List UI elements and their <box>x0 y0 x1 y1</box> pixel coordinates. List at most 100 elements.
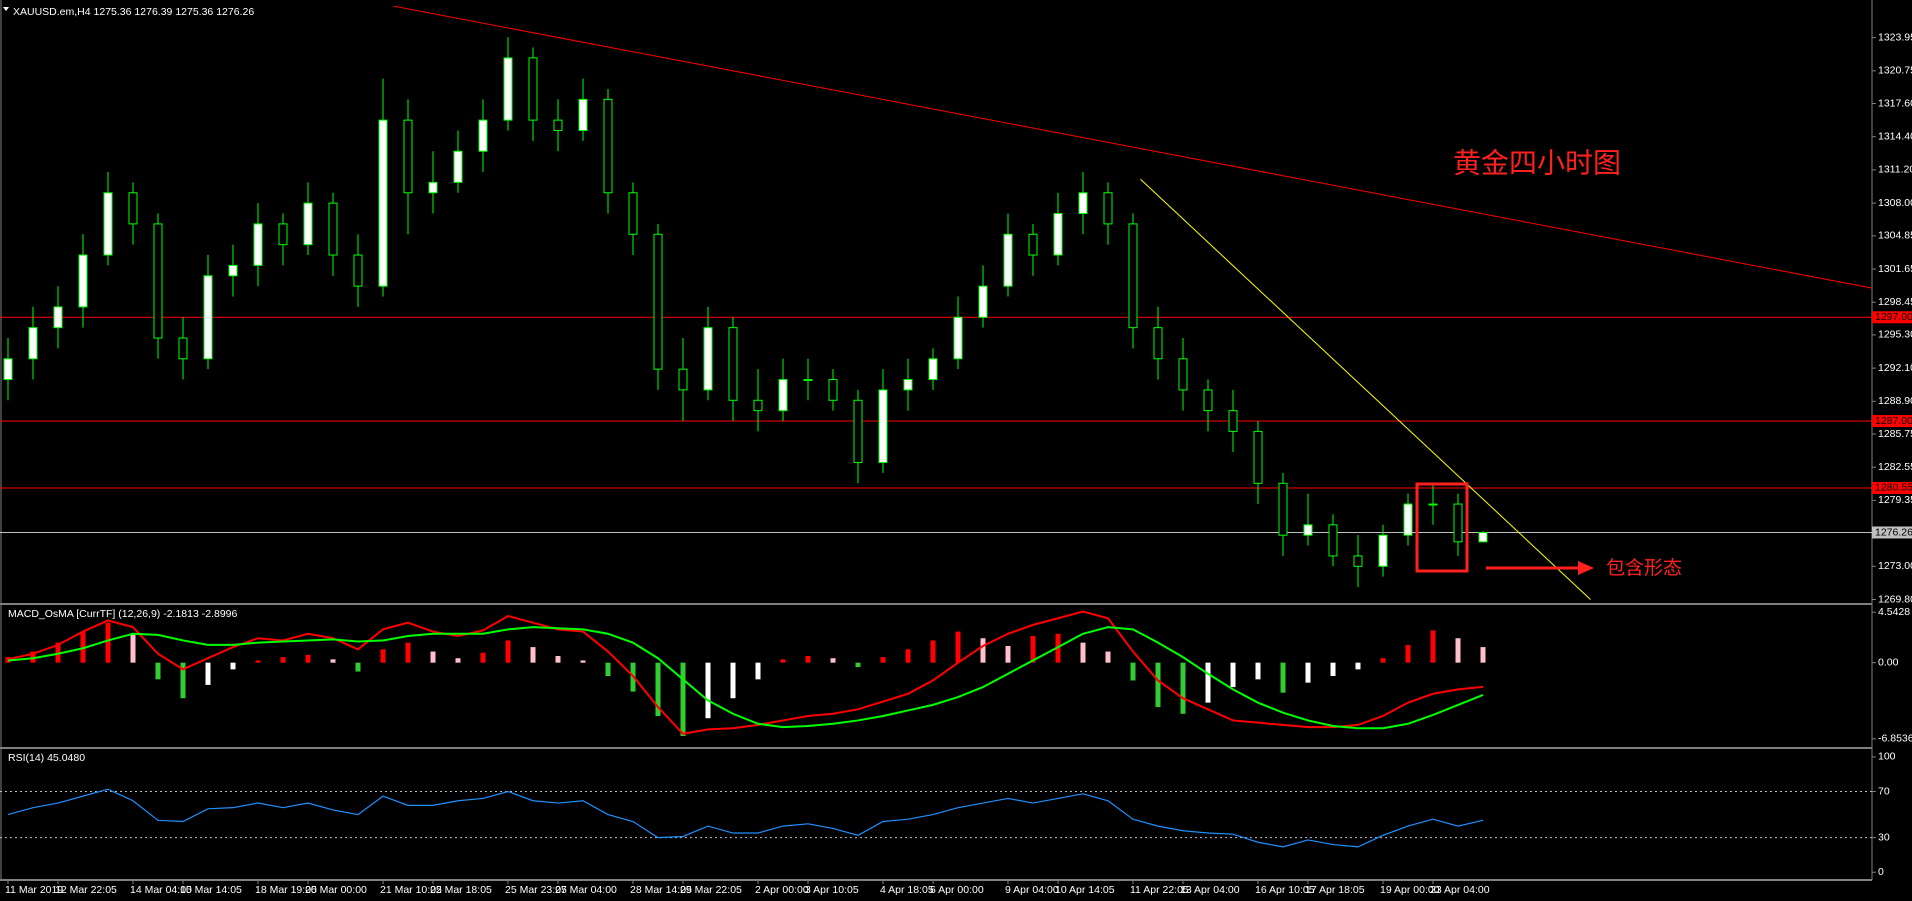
x-tick-label: 19 Apr 00:00 <box>1380 884 1440 896</box>
candle-body <box>453 150 463 183</box>
x-tick-label: 25 Mar 23:05 <box>505 884 567 896</box>
candle-body <box>1153 327 1163 360</box>
candle-body <box>853 399 863 464</box>
x-tick-label: 15 Mar 14:05 <box>180 884 242 896</box>
candle-body <box>753 399 763 412</box>
y-tick-label: 1295.30 <box>1878 329 1912 341</box>
histogram-bar <box>755 662 761 680</box>
indicator-line <box>7 788 1484 848</box>
histogram-bar <box>1105 651 1111 663</box>
histogram-bar <box>1030 636 1036 663</box>
histogram-bar <box>205 662 211 685</box>
open: 1275.36 <box>94 6 132 18</box>
histogram-bar <box>1430 630 1436 663</box>
candle-body <box>153 223 163 339</box>
histogram-bar <box>130 634 136 663</box>
histogram-bar <box>1005 646 1011 663</box>
histogram-bar <box>455 658 461 663</box>
y-tick-label: 1311.20 <box>1878 164 1912 176</box>
candle-body <box>1178 358 1188 391</box>
histogram-bar <box>530 647 536 663</box>
candle-body <box>253 223 263 266</box>
histogram-bar <box>680 662 686 736</box>
candle-body <box>353 254 363 287</box>
histogram-bar <box>555 656 561 663</box>
y-tick-label: 1298.45 <box>1878 296 1912 308</box>
histogram-bar <box>1255 662 1261 680</box>
y-tick-label: 1323.95 <box>1878 31 1912 43</box>
histogram-bar <box>955 631 961 663</box>
price-level-label: 1287.00 <box>1875 415 1912 427</box>
x-tick-label: 22 Mar 18:05 <box>430 884 492 896</box>
histogram-bar <box>1205 662 1211 703</box>
y-tick-label: 1288.90 <box>1878 395 1912 407</box>
y-tick-label: 0 <box>1878 866 1884 878</box>
histogram-bar <box>1305 662 1311 683</box>
histogram-bar <box>280 657 286 663</box>
candle-body <box>78 254 88 308</box>
panel <box>0 6 1872 600</box>
histogram-bar <box>55 642 61 663</box>
histogram-bar <box>1155 662 1161 708</box>
candle-body <box>1453 503 1463 543</box>
candle-body <box>578 98 588 132</box>
candle-body <box>1278 482 1288 536</box>
histogram-bar <box>230 662 236 670</box>
histogram-bar <box>1480 647 1486 663</box>
x-tick-label: 10 Apr 14:05 <box>1055 884 1115 896</box>
candle-body <box>928 358 938 381</box>
candle-body <box>403 119 413 194</box>
histogram-bar <box>355 662 361 672</box>
price-level-tag <box>1872 415 1912 428</box>
symbol-header: XAUUSD.em,H4 1275.36 1276.39 1275.36 127… <box>13 6 254 18</box>
candle-body <box>878 389 888 464</box>
candle-body <box>1303 524 1313 536</box>
symbol: XAUUSD.em,H4 <box>13 6 91 18</box>
candle-body <box>203 275 213 360</box>
x-tick-label: 13 Apr 04:00 <box>1180 884 1240 896</box>
x-tick-label: 17 Apr 18:05 <box>1305 884 1365 896</box>
candle-body <box>978 285 988 318</box>
candle-body <box>1353 555 1363 567</box>
histogram-bar <box>105 622 111 663</box>
panel <box>5 610 1486 736</box>
histogram-bar <box>980 638 986 663</box>
candle-body <box>1028 233 1038 256</box>
candle-body <box>1253 430 1263 484</box>
x-tick-label: 14 Mar 04:00 <box>130 884 192 896</box>
histogram-bar <box>580 660 586 663</box>
candle-body <box>303 202 313 246</box>
y-tick-label: 1320.75 <box>1878 65 1912 77</box>
y-tick-label: 1273.00 <box>1878 560 1912 572</box>
candle-body <box>528 57 538 121</box>
y-tick-label: 1317.60 <box>1878 97 1912 109</box>
x-tick-label: 27 Mar 04:00 <box>555 884 617 896</box>
histogram-bar <box>805 656 811 663</box>
histogram-bar <box>180 662 186 699</box>
candle-body <box>278 223 288 246</box>
candle-body <box>1128 223 1138 329</box>
x-tick-label: 28 Mar 14:05 <box>630 884 692 896</box>
y-tick-label: 70 <box>1878 785 1890 797</box>
candle-body <box>1403 503 1413 536</box>
y-tick-label: 1285.75 <box>1878 428 1912 440</box>
candle-body <box>628 192 638 235</box>
candle-body <box>1478 531 1488 543</box>
y-tick-label: -6.8536 <box>1878 733 1912 745</box>
x-tick-label: 23 Apr 04:00 <box>1430 884 1490 896</box>
histogram-bar <box>705 662 711 719</box>
candle-body <box>178 337 188 360</box>
histogram-bar <box>1080 642 1086 663</box>
histogram-bar <box>655 662 661 716</box>
candle-body <box>128 192 138 225</box>
candle-body <box>3 358 13 381</box>
histogram-bar <box>880 657 886 663</box>
candle-body <box>328 202 338 256</box>
menu-triangle[interactable] <box>3 7 9 11</box>
high: 1276.39 <box>134 6 172 18</box>
histogram-bar <box>1355 662 1361 670</box>
y-tick-label: 1279.35 <box>1878 494 1912 506</box>
histogram-bar <box>380 649 386 663</box>
histogram-bar <box>1280 662 1286 693</box>
